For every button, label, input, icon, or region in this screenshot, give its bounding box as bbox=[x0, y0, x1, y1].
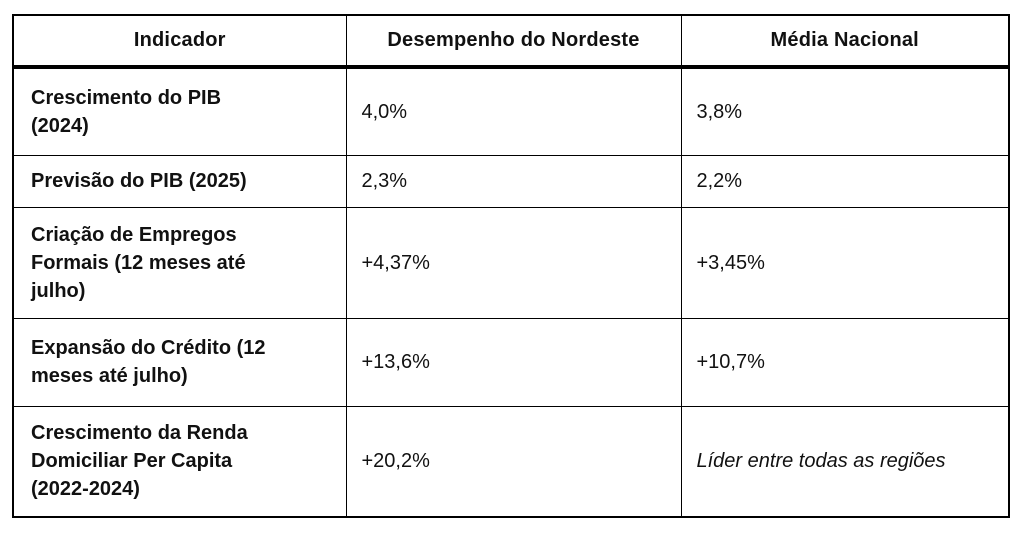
table-row-renda-domiciliar: Crescimento da Renda Domiciliar Per Capi… bbox=[12, 405, 1010, 518]
indicator-label: Crescimento do PIB (2024) bbox=[12, 66, 347, 156]
page-background: Indicador Desempenho do Nordeste Média N… bbox=[12, 14, 1010, 518]
column-header-media-nacional: Média Nacional bbox=[680, 14, 1010, 69]
indicators-comparison-table: Indicador Desempenho do Nordeste Média N… bbox=[12, 14, 1010, 518]
column-header-indicador: Indicador bbox=[12, 14, 347, 69]
table-row-pib-2024: Crescimento do PIB (2024) 4,0% 3,8% bbox=[12, 66, 1010, 156]
nacional-value-note: Líder entre todas as regiões bbox=[680, 405, 1010, 518]
nordeste-value: 4,0% bbox=[345, 66, 682, 156]
nacional-value: +10,7% bbox=[680, 317, 1010, 407]
indicator-label: Expansão do Crédito (12 meses até julho) bbox=[12, 317, 347, 407]
nordeste-value: +13,6% bbox=[345, 317, 682, 407]
table-row-pib-2025: Previsão do PIB (2025) 2,3% 2,2% bbox=[12, 154, 1010, 208]
table-row-empregos-formais: Criação de Empregos Formais (12 meses at… bbox=[12, 206, 1010, 319]
nacional-value: 3,8% bbox=[680, 66, 1010, 156]
nordeste-value: +4,37% bbox=[345, 206, 682, 319]
header-row: Indicador Desempenho do Nordeste Média N… bbox=[12, 14, 1010, 69]
table-row-expansao-credito: Expansão do Crédito (12 meses até julho)… bbox=[12, 317, 1010, 407]
indicator-label: Crescimento da Renda Domiciliar Per Capi… bbox=[12, 405, 347, 518]
nordeste-value: 2,3% bbox=[345, 154, 682, 208]
column-header-desempenho-nordeste: Desempenho do Nordeste bbox=[345, 14, 682, 69]
indicator-label: Previsão do PIB (2025) bbox=[12, 154, 347, 208]
nacional-value: +3,45% bbox=[680, 206, 1010, 319]
indicator-label: Criação de Empregos Formais (12 meses at… bbox=[12, 206, 347, 319]
nacional-value: 2,2% bbox=[680, 154, 1010, 208]
nordeste-value: +20,2% bbox=[345, 405, 682, 518]
